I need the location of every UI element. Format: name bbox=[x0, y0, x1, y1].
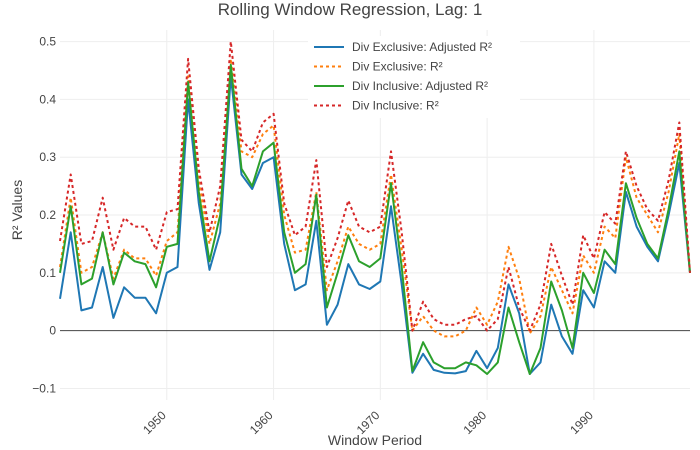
series-line-1[interactable] bbox=[59, 75, 691, 375]
series-group bbox=[59, 40, 691, 375]
y-tick-label: 0.4 bbox=[39, 92, 56, 106]
legend-label: Div Inclusive: Adjusted R² bbox=[352, 79, 488, 93]
y-axis-title: R² Values bbox=[9, 180, 25, 240]
series-line-4[interactable] bbox=[59, 40, 691, 332]
legend[interactable]: Div Exclusive: Adjusted R² Div Exclusive:… bbox=[308, 36, 520, 118]
x-axis-title: Window Period bbox=[328, 432, 422, 448]
legend-item-3[interactable]: Div Inclusive: Adjusted R² bbox=[314, 79, 488, 93]
series-line-3[interactable] bbox=[59, 63, 691, 375]
legend-label: Div Exclusive: R² bbox=[352, 60, 443, 74]
legend-item-1[interactable]: Div Exclusive: Adjusted R² bbox=[314, 40, 492, 54]
legend-item-2[interactable]: Div Exclusive: R² bbox=[314, 60, 443, 74]
legend-label: Div Inclusive: R² bbox=[352, 99, 439, 113]
series-line-2[interactable] bbox=[59, 57, 691, 338]
y-tick-label: 0.5 bbox=[39, 35, 56, 49]
y-tick-label: 0.3 bbox=[39, 150, 56, 164]
y-tick-label: 0.2 bbox=[39, 208, 56, 222]
legend-background bbox=[308, 36, 520, 118]
y-tick-label: 0 bbox=[49, 324, 56, 338]
legend-item-4[interactable]: Div Inclusive: R² bbox=[314, 99, 439, 113]
chart-title: Rolling Window Regression, Lag: 1 bbox=[218, 0, 483, 19]
y-tick-label: 0.1 bbox=[39, 266, 56, 280]
y-axis-ticks: −0.1 0 0.1 0.2 0.3 0.4 0.5 bbox=[32, 35, 56, 396]
y-tick-label: −0.1 bbox=[32, 381, 56, 395]
legend-label: Div Exclusive: Adjusted R² bbox=[352, 40, 492, 54]
